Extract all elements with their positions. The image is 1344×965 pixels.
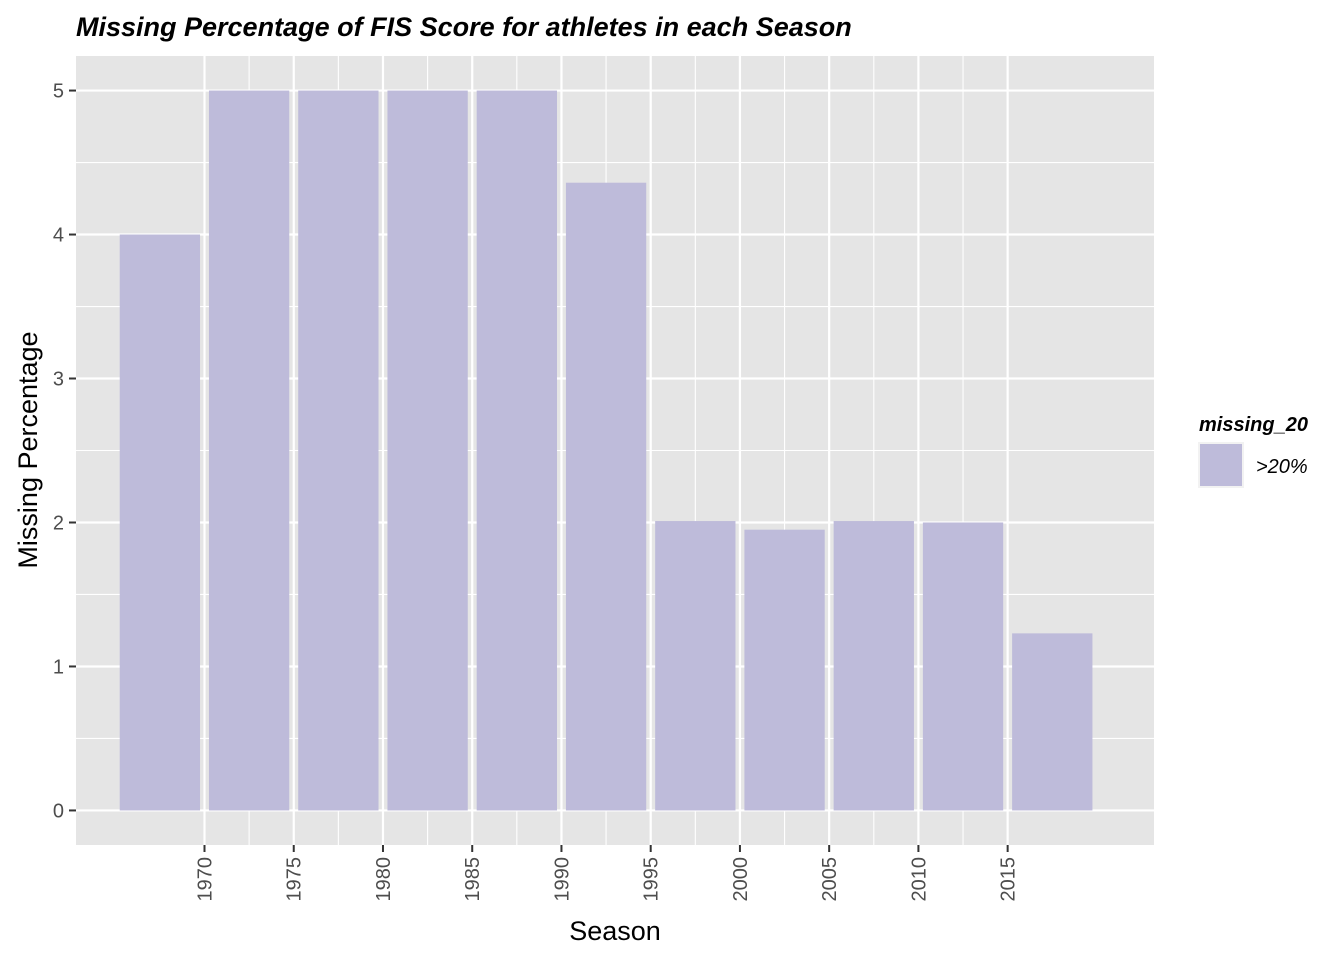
bar xyxy=(565,182,647,811)
x-tick-label: 1985 xyxy=(462,857,484,902)
bar xyxy=(476,90,557,811)
y-tick-label: 3 xyxy=(53,369,64,391)
bar xyxy=(655,521,736,811)
legend-swatch xyxy=(1200,444,1242,486)
x-tick-label: 1990 xyxy=(551,857,573,902)
x-tick-label: 1970 xyxy=(195,857,217,902)
x-tick-label: 1995 xyxy=(641,857,663,902)
y-tick-label: 0 xyxy=(53,800,64,822)
legend-title: missing_20 xyxy=(1199,414,1308,436)
y-tick-label: 5 xyxy=(53,81,64,103)
x-tick-label: 1980 xyxy=(373,857,395,902)
x-tick-label: 2010 xyxy=(908,857,930,902)
bar xyxy=(744,529,825,811)
bar xyxy=(298,90,379,811)
bar xyxy=(119,234,201,811)
x-tick-label: 1975 xyxy=(284,857,306,902)
bar xyxy=(208,90,290,811)
y-axis-title: Missing Percentage xyxy=(13,331,43,568)
y-axis: 0 1 2 3 4 5 xyxy=(53,81,76,822)
bar xyxy=(833,521,914,811)
y-tick-label: 4 xyxy=(53,225,64,247)
x-tick-label: 2005 xyxy=(819,857,841,902)
bar xyxy=(1012,633,1093,811)
bars xyxy=(119,90,1093,811)
x-axis: 1970 1975 1980 1985 1990 1995 2000 2005 2010 2015 xyxy=(195,845,1020,902)
chart-title: Missing Percentage of FIS Score for athl… xyxy=(76,12,852,42)
x-tick-label: 2000 xyxy=(730,857,752,902)
y-tick-label: 1 xyxy=(53,656,64,678)
legend-entry-label: >20% xyxy=(1256,456,1308,478)
x-tick-label: 2015 xyxy=(998,857,1020,902)
bar xyxy=(387,90,468,811)
x-axis-title: Season xyxy=(569,916,661,946)
legend: missing_20 >20% xyxy=(1198,414,1308,488)
y-tick-label: 2 xyxy=(53,512,64,534)
bar xyxy=(922,522,1004,811)
